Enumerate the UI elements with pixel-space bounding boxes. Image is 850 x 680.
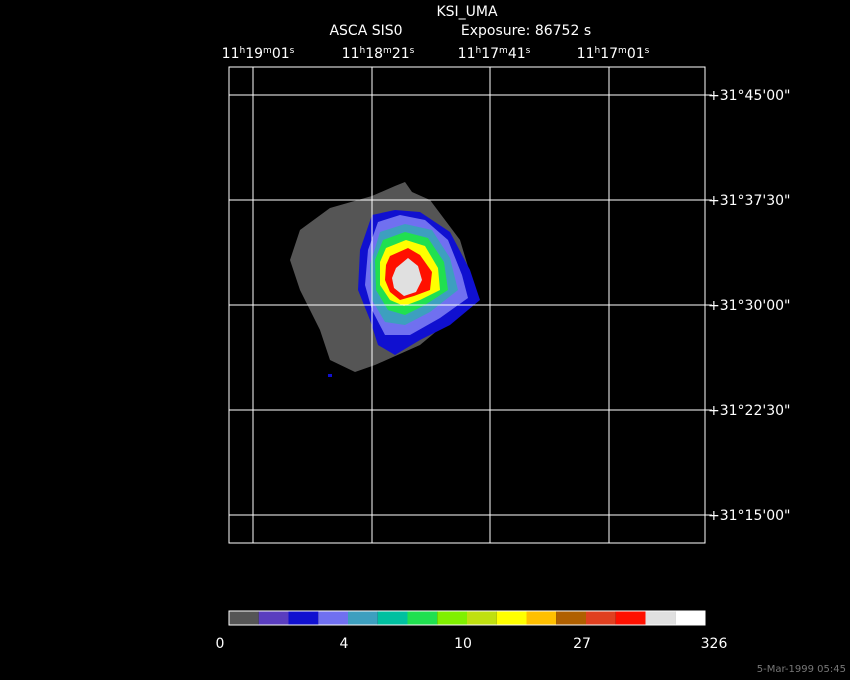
ra-value: 21 xyxy=(392,46,410,62)
dec-label: +31°37'30" xyxy=(708,193,790,209)
colorbar-swatch xyxy=(556,611,586,625)
colorbar-swatch xyxy=(496,611,527,625)
ra-unit: h xyxy=(475,46,481,56)
colorbar-swatch xyxy=(318,611,348,625)
exposure: Exposure: 86752 s xyxy=(461,23,591,39)
colorbar-swatch xyxy=(437,611,467,625)
ra-label: 11h18m21s xyxy=(342,46,415,62)
colorbar-label: 27 xyxy=(573,636,591,652)
colorbar-swatch xyxy=(615,611,646,625)
colorbar-swatch xyxy=(526,611,557,625)
timestamp: 5-Mar-1999 05:45 xyxy=(757,664,846,675)
instrument: ASCA SIS0 xyxy=(329,23,402,39)
ra-label: 11h19m01s xyxy=(222,46,295,62)
ra-unit: m xyxy=(618,46,627,56)
colorbar-swatch xyxy=(467,611,497,625)
title: KSI_UMA xyxy=(436,4,498,20)
colorbar-label: 4 xyxy=(340,636,349,652)
ra-label: 11h17m01s xyxy=(577,46,650,62)
ra-value: 11 xyxy=(342,46,360,62)
dec-label: +31°45'00" xyxy=(708,88,790,104)
dec-label: +31°30'00" xyxy=(708,298,790,314)
ra-value: 17 xyxy=(600,46,618,62)
colorbar-label: 0 xyxy=(216,636,225,652)
colorbar-swatch xyxy=(586,611,616,625)
ra-value: 17 xyxy=(481,46,499,62)
ra-unit: s xyxy=(410,46,415,56)
ra-unit: m xyxy=(263,46,272,56)
colorbar-swatch xyxy=(229,611,259,625)
colorbar-swatch xyxy=(258,611,289,625)
ra-unit: h xyxy=(594,46,600,56)
colorbar-swatch xyxy=(675,611,705,625)
ra-unit: h xyxy=(359,46,365,56)
ra-value: 19 xyxy=(245,46,263,62)
colorbar-label: 326 xyxy=(701,636,728,652)
ra-value: 18 xyxy=(365,46,383,62)
ra-unit: m xyxy=(499,46,508,56)
ra-label: 11h17m41s xyxy=(458,46,531,62)
colorbar: 0 4 10 27 326 xyxy=(216,610,728,652)
ra-value: 41 xyxy=(508,46,526,62)
dec-label: +31°22'30" xyxy=(708,403,790,419)
colorbar-swatch xyxy=(348,611,378,625)
grid xyxy=(228,66,706,544)
ra-unit: m xyxy=(383,46,392,56)
image xyxy=(290,182,480,377)
ra-unit: s xyxy=(290,46,295,56)
ra-unit: s xyxy=(526,46,531,56)
colorbar-label: 10 xyxy=(454,636,472,652)
colorbar-frame xyxy=(228,610,706,626)
colorbar-swatch xyxy=(377,611,408,625)
ra-value: 01 xyxy=(627,46,645,62)
ra-value: 11 xyxy=(222,46,240,62)
colorbar-swatch xyxy=(288,611,319,625)
ra-unit: s xyxy=(645,46,650,56)
labels: 11h19m01s 11h18m21s 11h17m41s 11h17m01s+31°… xyxy=(222,46,791,524)
ra-value: 11 xyxy=(577,46,595,62)
ra-value: 01 xyxy=(272,46,290,62)
colorbar-swatch xyxy=(407,611,438,625)
ra-value: 11 xyxy=(458,46,476,62)
colorbar-swatch xyxy=(645,611,676,625)
dec-label: +31°15'00" xyxy=(708,508,790,524)
ra-unit: h xyxy=(239,46,245,56)
